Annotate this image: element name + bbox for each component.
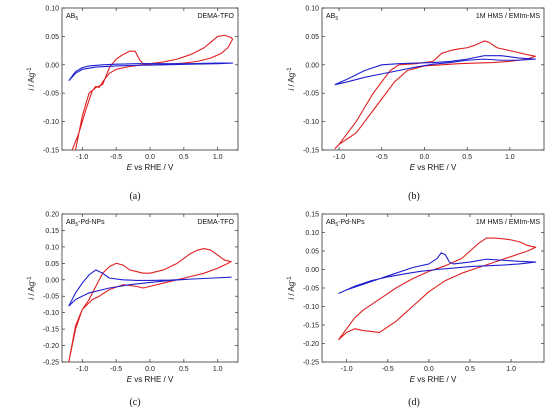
panel-label-right: 1M HMS / EMIm-MS: [476, 219, 540, 226]
y-tick-label: -0.10: [303, 304, 319, 311]
x-tick-label: 1.0: [213, 366, 223, 373]
y-tick-label: 0.00: [305, 62, 319, 69]
y-tick-label: -0.05: [303, 286, 319, 293]
y-tick-label: -0.25: [43, 360, 59, 367]
x-tick-label: -0.5: [376, 154, 388, 161]
x-tick-label: -1.0: [76, 366, 88, 373]
y-tick-label: 0.10: [45, 6, 59, 13]
y-tick-label: 0.15: [45, 228, 59, 235]
x-axis-label: E vs RHE / V: [410, 163, 457, 172]
plot-frame: [61, 7, 239, 151]
panel-label-right: DEMA-TFO: [197, 13, 234, 20]
chart-panel: -1.0 -0.5 0.0 0.5 1.0 -0.15 -0.10 -0.05 0.00 0.05…: [27, 6, 239, 202]
y-tick-label: -0.25: [303, 360, 319, 367]
series-line-blue: [338, 252, 537, 295]
series-line-red: [68, 247, 232, 362]
y-tick-label: 0.05: [305, 34, 319, 41]
panel-label-right: 1M HMS / EMIm-MS: [476, 13, 540, 20]
y-tick-label: 0.00: [305, 267, 319, 274]
x-tick-label: 0.5: [462, 154, 472, 161]
y-tick-label: 0.05: [45, 261, 59, 268]
y-tick-label: -0.20: [43, 343, 59, 350]
x-tick-label: 0.0: [145, 154, 155, 161]
series-line-blue: [334, 55, 537, 86]
x-tick-label: 0.0: [420, 154, 430, 161]
x-tick-label: -1.0: [76, 154, 88, 161]
series-line-blue: [68, 62, 234, 82]
x-tick-label: -1.0: [341, 366, 353, 373]
x-tick-label: -0.5: [110, 366, 122, 373]
x-tick-label: 0.0: [424, 366, 434, 373]
y-tick-label: 0.00: [45, 62, 59, 69]
y-tick-label: -0.15: [43, 327, 59, 334]
series-line-red: [71, 34, 234, 150]
panel-label-left: AB5: [66, 13, 78, 22]
y-tick-label: 0.20: [45, 212, 59, 219]
panel-caption: (d): [408, 397, 420, 408]
y-tick-label: 0.10: [305, 6, 319, 13]
x-tick-label: 1.0: [213, 154, 223, 161]
x-tick-label: 1.0: [506, 366, 516, 373]
y-tick-label: -0.10: [303, 119, 319, 126]
y-axis-label: i / Ag-1: [287, 67, 296, 91]
y-tick-label: 0.00: [45, 277, 59, 284]
plot-frame: [321, 7, 545, 151]
series-line-blue: [68, 269, 232, 307]
y-tick-label: -0.15: [303, 323, 319, 330]
x-tick-label: 0.5: [465, 366, 475, 373]
chart-panel: -1.0 -0.5 0.0 0.5 1.0 -0.25 -0.20 -0.15 -0.10 -0.…: [287, 212, 545, 408]
x-axis-label: E vs RHE / V: [127, 375, 174, 384]
y-tick-label: 0.10: [305, 230, 319, 237]
panel-label-left: AB5: [326, 13, 338, 22]
x-axis-label: E vs RHE / V: [410, 375, 457, 384]
plot-frame: [61, 213, 239, 363]
y-axis-label: i / Ag-1: [27, 67, 36, 91]
y-tick-label: 0.10: [45, 244, 59, 251]
panel-caption: (a): [129, 191, 140, 202]
y-tick-label: -0.15: [303, 148, 319, 155]
y-tick-label: 0.05: [305, 249, 319, 256]
x-tick-label: 1.0: [505, 154, 515, 161]
y-tick-label: -0.10: [43, 310, 59, 317]
x-tick-label: 0.5: [179, 154, 189, 161]
y-tick-label: -0.15: [43, 148, 59, 155]
x-tick-label: -0.5: [382, 366, 394, 373]
panel-caption: (c): [129, 397, 140, 408]
panel-label-left: AB5-Pd-NPs: [66, 219, 105, 228]
x-axis-label: E vs RHE / V: [127, 163, 174, 172]
x-tick-label: 0.0: [145, 366, 155, 373]
chart-panel: -1.0 -0.5 0.0 0.5 1.0 -0.15 -0.10 -0.05 0.00 0.05…: [287, 6, 545, 202]
y-axis-label: i / Ag-1: [27, 276, 36, 300]
panel-label-left: AB5-Pd-NPs: [326, 219, 365, 228]
y-tick-label: -0.05: [303, 91, 319, 98]
panel-label-right: DEMA-TFO: [197, 219, 234, 226]
y-tick-label: -0.05: [43, 91, 59, 98]
y-axis-label: i / Ag-1: [287, 276, 296, 300]
chart-panel: -1.0 -0.5 0.0 0.5 1.0 -0.25 -0.20 -0.15 -0.10 -0.…: [27, 212, 239, 408]
x-tick-label: -0.5: [110, 154, 122, 161]
series-line-red: [337, 237, 537, 341]
y-tick-label: -0.20: [303, 341, 319, 348]
series-line-red: [334, 40, 537, 150]
y-tick-label: -0.10: [43, 119, 59, 126]
plot-frame: [321, 213, 545, 363]
panel-caption: (b): [408, 191, 420, 202]
x-tick-label: -1.0: [333, 154, 345, 161]
y-tick-label: 0.15: [305, 212, 319, 219]
x-tick-label: 0.5: [179, 366, 189, 373]
y-tick-label: 0.05: [45, 34, 59, 41]
y-tick-label: -0.05: [43, 294, 59, 301]
